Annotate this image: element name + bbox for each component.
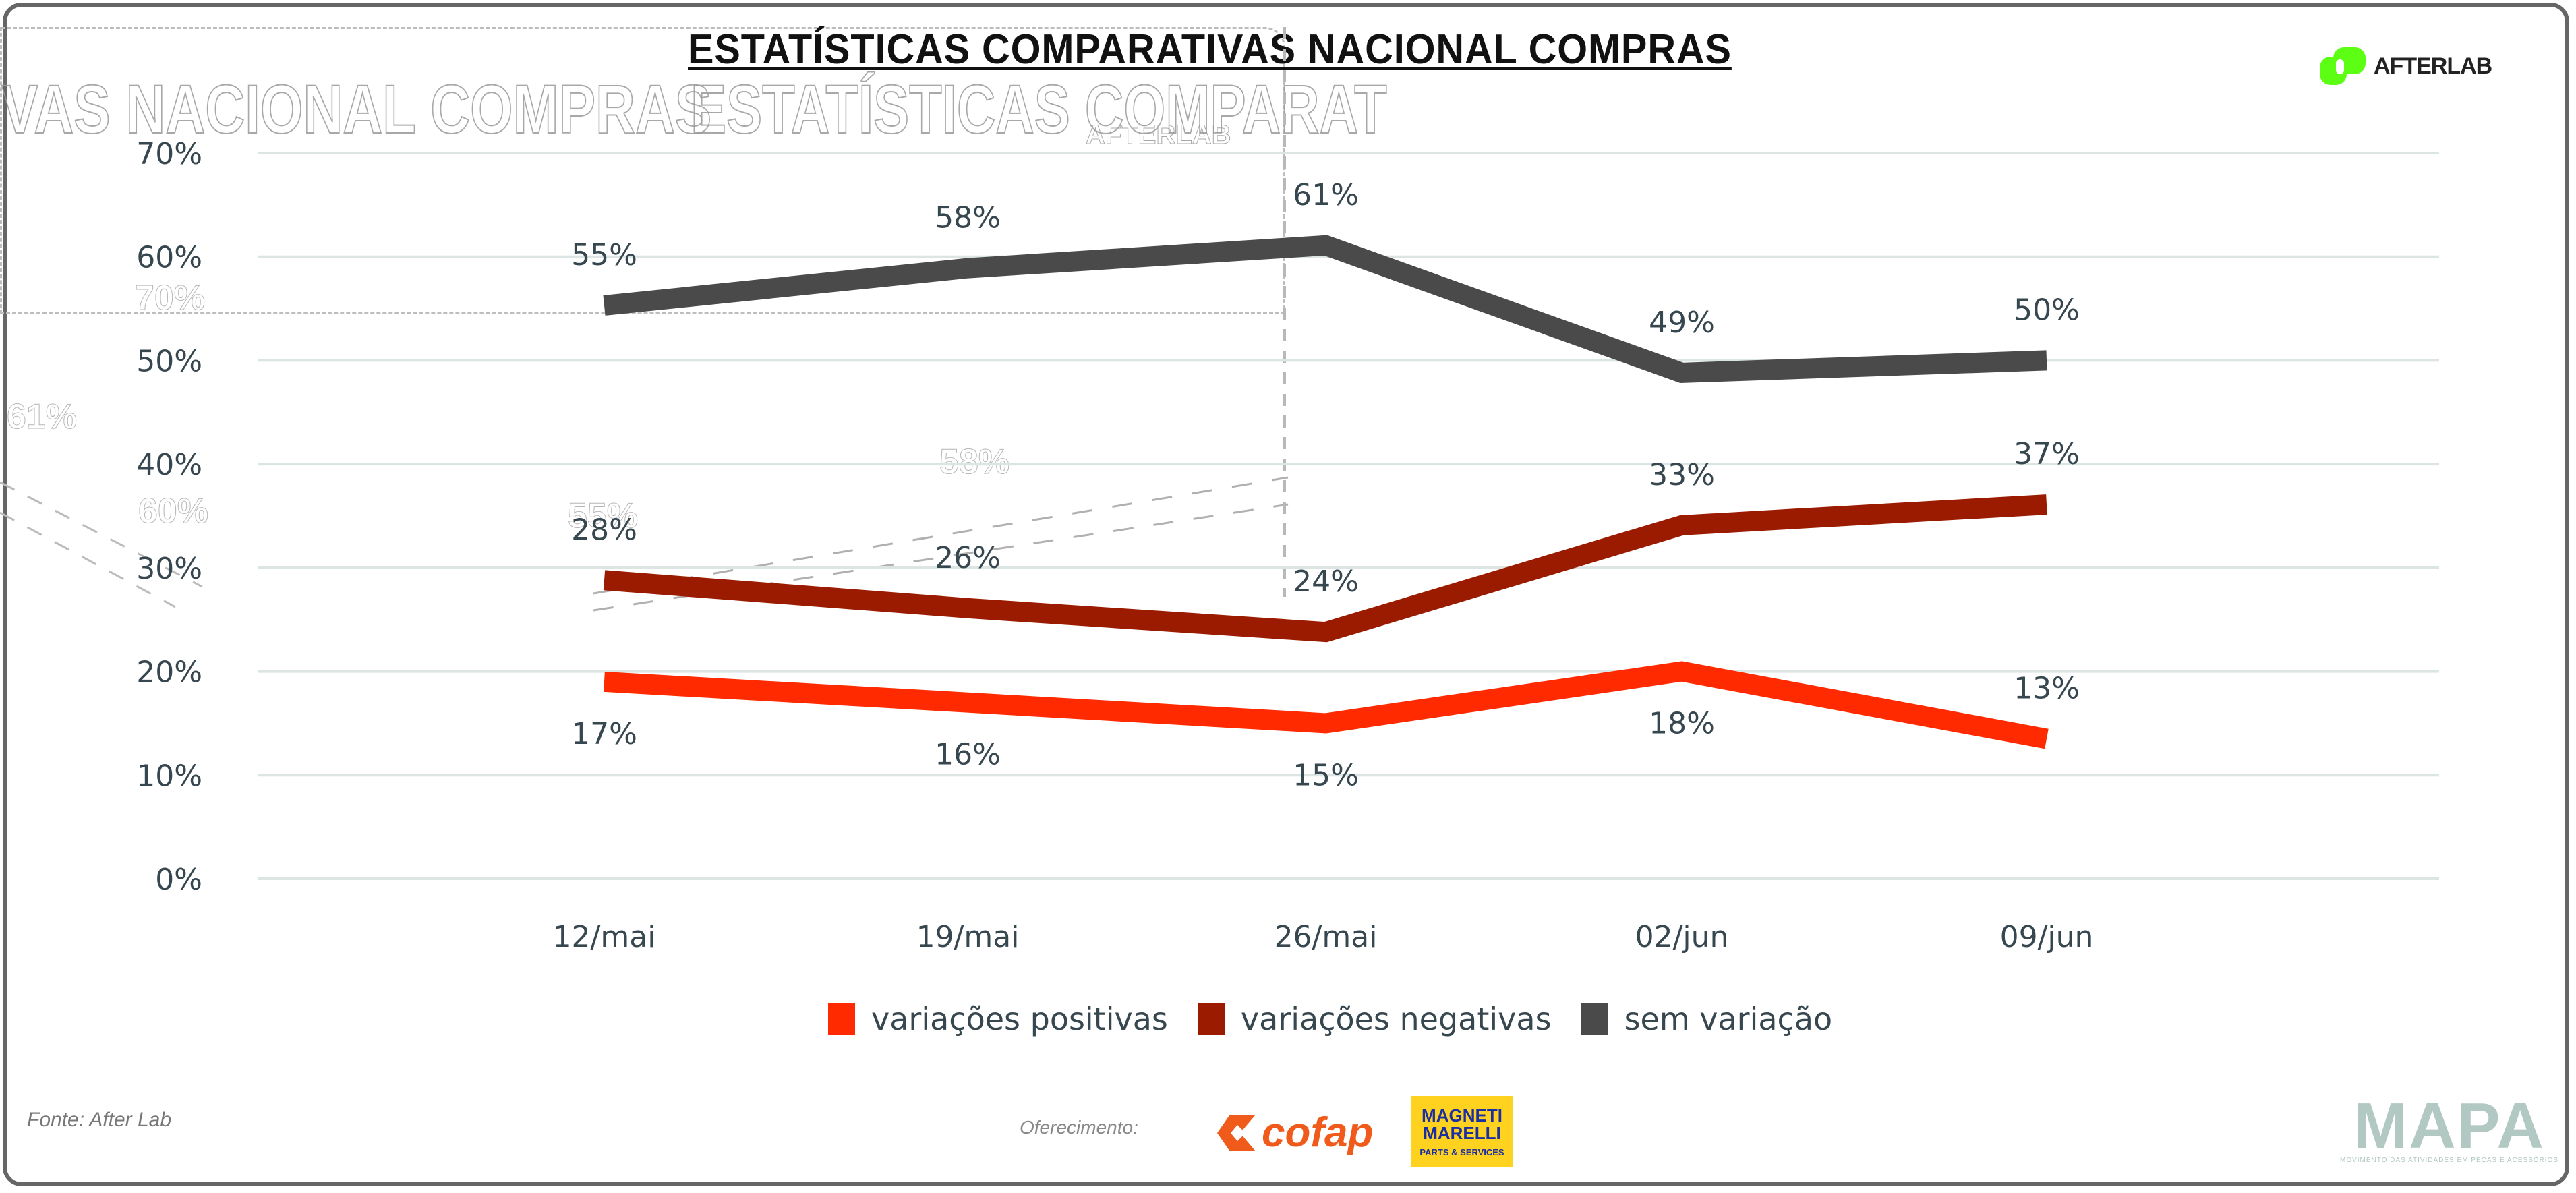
series-line-0 <box>604 661 2049 749</box>
data-label: 49% <box>1649 305 1715 340</box>
cofap-logo: cofap <box>1210 1109 1373 1157</box>
legend-label: variações positivas <box>871 1001 1168 1037</box>
legend-item-negative[interactable]: variações negativas <box>1197 1001 1552 1037</box>
y-tick-label: 30% <box>136 552 202 586</box>
ghost-title-right: ESTATÍSTICAS COMPARAT <box>690 70 1387 148</box>
data-label: 37% <box>2014 437 2080 471</box>
mapa-logo-subtitle: MOVIMENTO DAS ATIVIDADES EM PEÇAS E ACES… <box>2340 1157 2559 1164</box>
legend-label: variações negativas <box>1240 1001 1552 1037</box>
ghost-line-artifact <box>593 476 1289 595</box>
ghost-label: 55% <box>567 496 639 536</box>
afterlab-logo-text: AFTERLAB <box>2374 53 2492 79</box>
ghost-label: 70% <box>134 279 206 318</box>
data-label: 26% <box>935 541 1001 575</box>
sponsor-label: Oferecimento: <box>1020 1117 1138 1138</box>
legend-swatch-positive <box>828 1003 855 1035</box>
x-tick-label: 19/mai <box>916 920 1020 954</box>
ghost-title-left: VAS NACIONAL COMPRAS <box>1 70 712 148</box>
marelli-line1: MAGNETI <box>1422 1105 1502 1126</box>
ghost-label: 60% <box>138 492 209 531</box>
y-tick-label: 60% <box>136 241 202 275</box>
mapa-logo: MAPA MOVIMENTO DAS ATIVIDADES EM PEÇAS E… <box>2340 1090 2559 1165</box>
data-label: 24% <box>1293 564 1359 599</box>
data-label: 13% <box>2014 671 2080 705</box>
data-label: 58% <box>935 201 1001 235</box>
afterlab-logo-icon <box>2320 47 2367 85</box>
card-frame <box>3 3 2569 1186</box>
cofap-logo-icon <box>1217 1115 1255 1151</box>
y-tick-label: 50% <box>136 344 202 378</box>
ghost-line-artifact <box>0 481 203 588</box>
cofap-logo-text: cofap <box>1262 1109 1374 1156</box>
magneti-marelli-logo: MAGNETI MARELLI PARTS & SERVICES <box>1411 1096 1513 1167</box>
data-label: 17% <box>571 717 637 751</box>
ghost-label: 58% <box>939 442 1010 482</box>
x-tick-label: 09/jun <box>2000 920 2094 954</box>
x-tick-label: 12/mai <box>553 920 656 954</box>
data-label: 50% <box>2014 293 2080 327</box>
mapa-logo-text: MAPA <box>2353 1090 2545 1162</box>
series-line-1 <box>603 494 2047 643</box>
ghost-brand: AFTERLAB <box>1086 120 1232 150</box>
x-tick-label: 26/mai <box>1275 920 1378 954</box>
data-label: 33% <box>1649 458 1715 492</box>
marelli-line2: MARELLI <box>1423 1122 1501 1143</box>
data-label: 61% <box>1293 178 1359 212</box>
y-tick-label: 0% <box>155 863 202 897</box>
legend-swatch-no-change <box>1581 1003 1608 1035</box>
chart-title: ESTATÍSTICAS COMPARATIVAS NACIONAL COMPR… <box>688 26 1732 73</box>
ghost-frame-artifact <box>0 27 1285 314</box>
ghost-line-artifacts <box>0 27 1289 612</box>
data-label: 16% <box>935 738 1001 772</box>
legend-swatch-negative <box>1197 1003 1225 1035</box>
source-note: Fonte: After Lab <box>27 1109 172 1131</box>
y-tick-label: 10% <box>136 759 202 793</box>
y-tick-label: 40% <box>136 448 202 482</box>
legend-item-positive[interactable]: variações positivas <box>828 1001 1168 1037</box>
ghost-line-artifact <box>593 503 1289 612</box>
legend-label: sem variação <box>1624 1001 1833 1037</box>
afterlab-logo: AFTERLAB <box>2320 47 2492 85</box>
ghost-label: 61% <box>6 397 78 437</box>
data-label: 28% <box>571 513 637 547</box>
data-label: 18% <box>1649 707 1715 741</box>
series-line-2 <box>603 235 2047 383</box>
marelli-tagline: PARTS & SERVICES <box>1419 1146 1504 1157</box>
x-tick-label: 02/jun <box>1635 920 1729 954</box>
legend-item-no-change[interactable]: sem variação <box>1581 1001 1833 1037</box>
y-tick-label: 20% <box>136 656 202 690</box>
ghost-line-artifact <box>0 511 176 608</box>
data-label: 15% <box>1293 758 1359 792</box>
y-tick-label: 70% <box>136 137 202 171</box>
chart-legend: variações positivas variações negativas … <box>828 1001 1862 1037</box>
data-label: 55% <box>571 238 637 272</box>
